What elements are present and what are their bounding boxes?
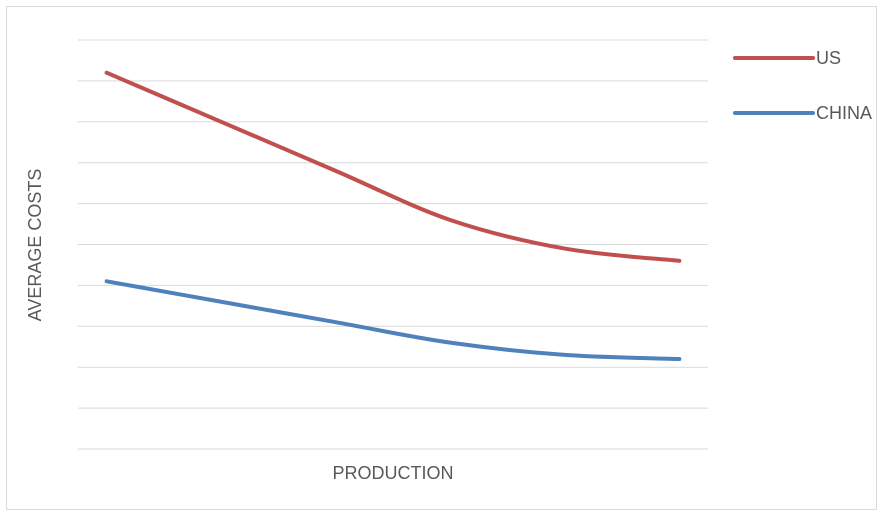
x-axis-title: PRODUCTION: [333, 463, 454, 483]
legend-label-china: CHINA: [816, 103, 872, 123]
legend-label-us: US: [816, 48, 841, 68]
series-layer: [104, 70, 682, 362]
y-axis-title: AVERAGE COSTS: [25, 169, 45, 322]
gridlines: [78, 39, 708, 450]
series-line-us: [104, 70, 682, 263]
series-line-china: [104, 279, 682, 362]
legend: US CHINA: [733, 48, 872, 123]
